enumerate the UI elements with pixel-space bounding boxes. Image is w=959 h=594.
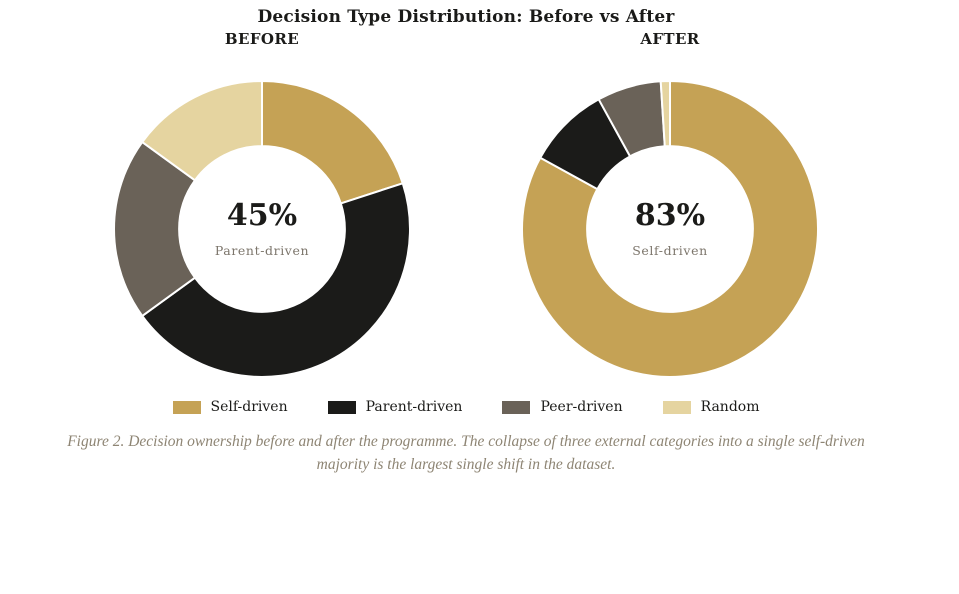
self-driven-swatch-icon [172,400,201,414]
before-chart-label: BEFORE [224,30,300,48]
donut-segment-random [141,80,263,182]
parent-driven-swatch-icon [327,400,356,414]
legend-item-peer-driven: Peer-driven [502,399,623,415]
donut-segment-random [659,79,671,148]
legend-item-random: Random [662,399,760,415]
legend-label-self-driven: Self-driven [210,399,288,415]
legend: Self-driven Parent-driven Peer-driven Ra… [0,399,932,415]
donut-segment-self-driven [521,80,819,378]
decision-distribution-figure: Decision Type Distribution: Before vs Af… [0,7,932,474]
figure-title: Decision Type Distribution: Before vs Af… [257,7,675,27]
donut-svg [113,80,411,378]
after-donut-chart: 83% Self-driven [520,79,820,379]
before-chart-column: BEFORE 45% Parent-driven [112,30,412,379]
charts-row: BEFORE 45% Parent-driven AFTER 83% Self-… [0,30,932,379]
before-donut-chart: 45% Parent-driven [112,79,412,379]
peer-driven-swatch-icon [502,400,531,414]
donut-segment-peer-driven [113,141,196,317]
donut-svg [521,79,819,378]
legend-item-self-driven: Self-driven [172,399,288,415]
legend-label-peer-driven: Peer-driven [540,399,623,415]
random-swatch-icon [662,400,691,414]
after-chart-label: AFTER [640,30,700,48]
after-chart-column: AFTER 83% Self-driven [520,30,820,379]
donut-segment-parent-driven [141,182,411,378]
figure-caption: Figure 2. Decision ownership before and … [67,433,865,474]
legend-item-parent-driven: Parent-driven [327,399,463,415]
legend-label-random: Random [700,399,760,415]
donut-segment-self-driven [261,80,404,205]
legend-label-parent-driven: Parent-driven [365,399,463,415]
